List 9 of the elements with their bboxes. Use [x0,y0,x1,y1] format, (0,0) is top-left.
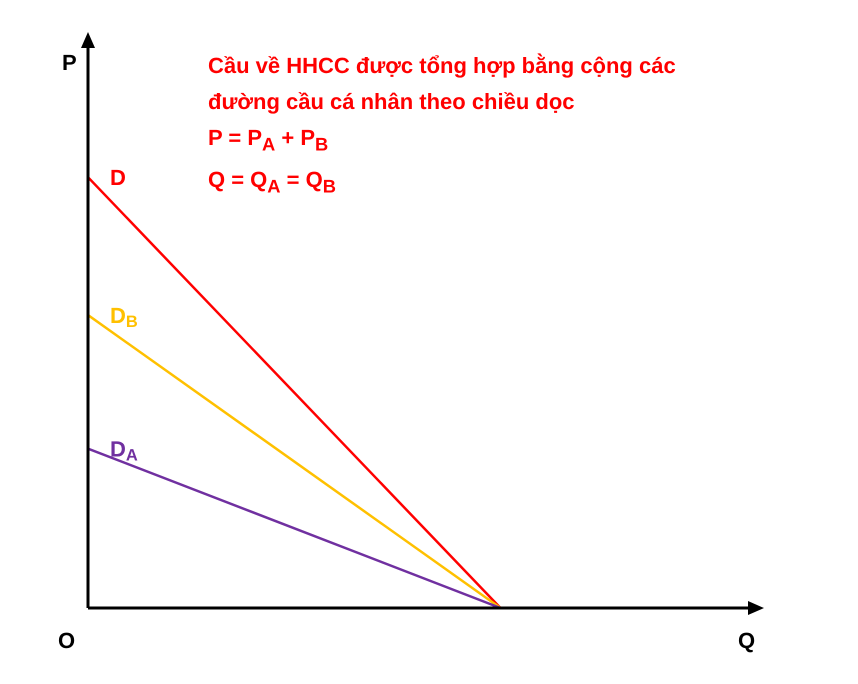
annotation: Q = Q$_{A}$ = Q$_{B}$ [208,166,337,199]
text: P = P$_{A}$ + P$_{B}$ [208,124,330,156]
series-label: D$_{A}$ [110,436,138,465]
x-axis-title: Q [738,628,756,654]
chart-title: Cầu về HHCC được tổng hợp bằng cộng các đường cầu cá nhân theo chiều dọc [208,52,677,116]
series-label: D [110,165,126,190]
y-axis-title: P [62,50,77,76]
text: O [58,628,76,654]
series-label: D$_{B}$ [110,303,138,332]
